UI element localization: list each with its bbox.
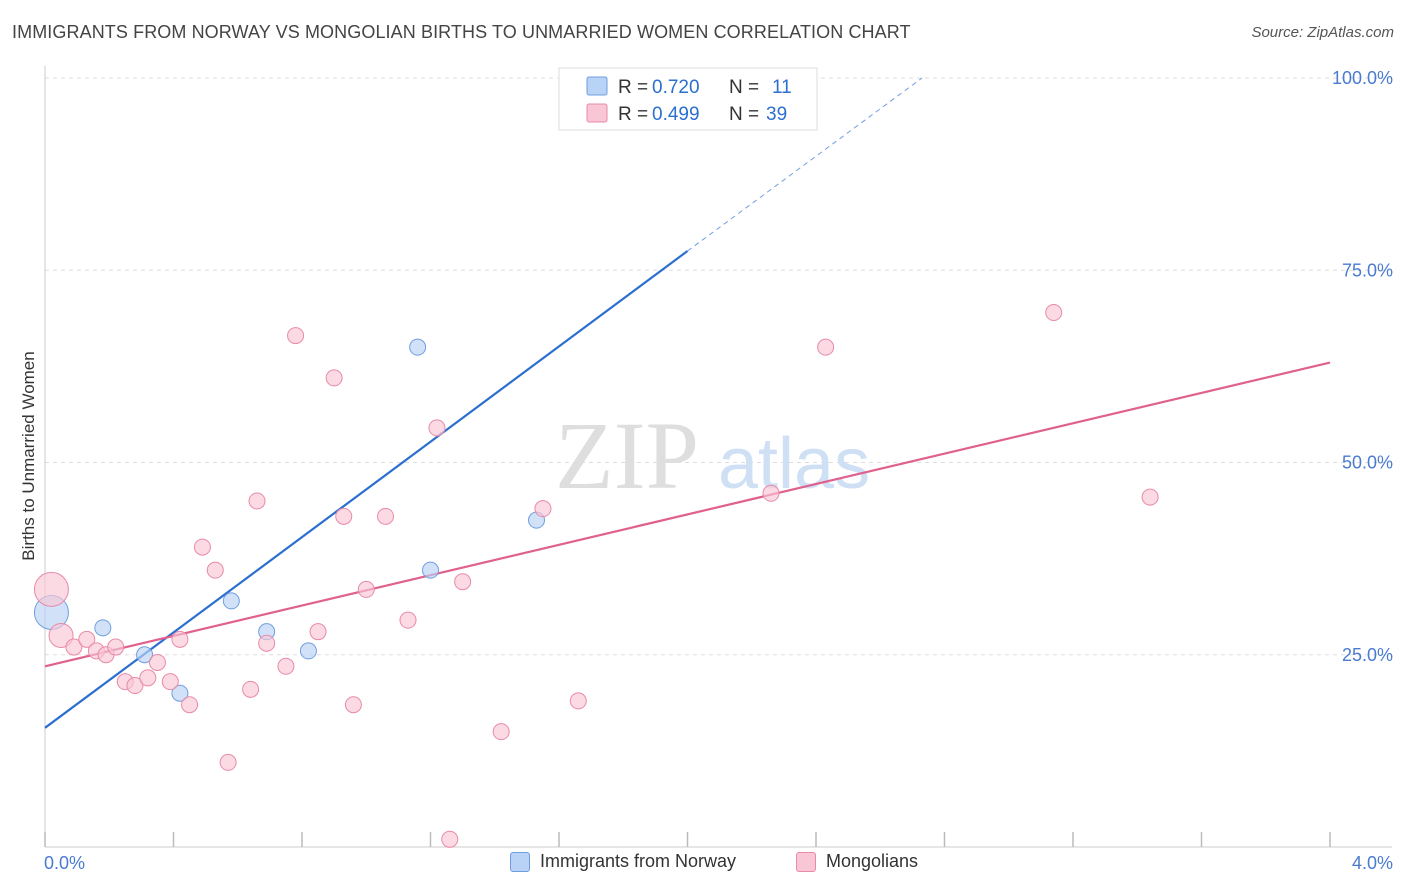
tick-labels: 25.0% 50.0% 75.0% 100.0% 0.0% 4.0% [44,68,1393,873]
point-mongolian [139,669,157,687]
x-tick-label-start: 0.0% [44,853,85,873]
legend-r-value-1: 0.720 [652,77,700,98]
legend-swatch-norway [510,851,530,872]
legend-n-label-1: N = [729,77,759,98]
y-axis-title: Births to Unmarried Women [19,351,38,560]
watermark-zip: ZIP [555,402,699,509]
point-mongolian [1045,304,1063,322]
point-norway [94,619,112,637]
point-mongolian [171,630,189,648]
point-mongolian [309,623,327,641]
legend-label-mongolians: Mongolians [826,851,919,871]
point-mongolian [335,507,353,525]
point-mongolian [762,484,780,502]
point-mongolian [377,507,395,525]
legend-r-label-2: R = [618,104,648,125]
axes [44,66,1392,848]
point-mongolian [248,492,266,510]
point-mongolian [65,638,83,656]
point-mongolian [287,327,305,345]
trend-line-mongolian [44,361,1331,668]
point-norway [422,561,439,579]
point-mongolian [1141,488,1159,506]
point-mongolian [258,634,276,652]
trend-extension-norway [687,77,923,252]
point-mongolian [428,419,446,437]
legend-n-value-2: 39 [766,104,787,125]
point-mongolian [193,538,211,556]
watermark-atlas: atlas [718,424,870,504]
chart-title: IMMIGRANTS FROM NORWAY VS MONGOLIAN BIRT… [12,22,911,42]
point-mongolian [219,753,237,771]
point-mongolian [181,696,199,714]
point-mongolian [534,500,552,518]
point-mongolian [148,653,166,671]
point-norway [299,642,317,660]
legend-n-value-1: 11 [772,77,792,98]
legend-item-mongolians: Mongolians [796,851,918,872]
point-mongolian [454,573,472,591]
legend-item-norway: Immigrants from Norway [510,851,736,872]
legend-swatch-blue [586,76,608,96]
point-mongolian [206,561,224,579]
point-mongolian [441,830,459,848]
x-tick-label-end: 4.0% [1352,853,1393,873]
data-points [33,69,1159,848]
point-mongolian [78,630,96,648]
legend-swatch-pink [586,103,608,123]
point-mongolian [126,677,144,695]
point-mongolian [492,723,510,741]
point-mongolian [33,571,69,607]
trend-lines [44,77,1331,729]
trend-line-norway [44,250,689,729]
grid-lines [45,77,1392,656]
y-tick-label: 75.0% [1342,260,1393,280]
legend-n-label-2: N = [729,104,759,125]
point-mongolian [277,657,295,675]
point-mongolian [344,696,362,714]
point-mongolian [357,580,375,598]
point-mongolian [48,623,74,649]
point-mongolian [569,692,587,710]
point-norway [171,684,189,702]
point-mongolian [242,680,260,698]
y-tick-label: 50.0% [1342,453,1393,473]
legend-swatch-mongolians [796,851,816,872]
point-norway [136,646,154,664]
legend-label-norway: Immigrants from Norway [540,851,737,871]
legend-r-label-1: R = [618,77,648,98]
legend-r-value-2: 0.499 [652,104,700,125]
point-mongolian [399,611,417,629]
y-tick-label: 100.0% [1332,68,1393,88]
point-mongolian [325,369,343,387]
point-mongolian [161,673,179,691]
y-tick-label: 25.0% [1342,645,1393,665]
point-norway [222,592,240,610]
point-mongolian [817,338,835,356]
stats-legend: R = 0.720 N = 11 R = 0.499 N = 39 [558,67,818,131]
point-mongolian [107,638,125,656]
source-credit: Source: ZipAtlas.com [1251,24,1394,41]
point-norway [409,338,427,356]
series-legend: Immigrants from Norway Mongolians [0,851,1406,879]
